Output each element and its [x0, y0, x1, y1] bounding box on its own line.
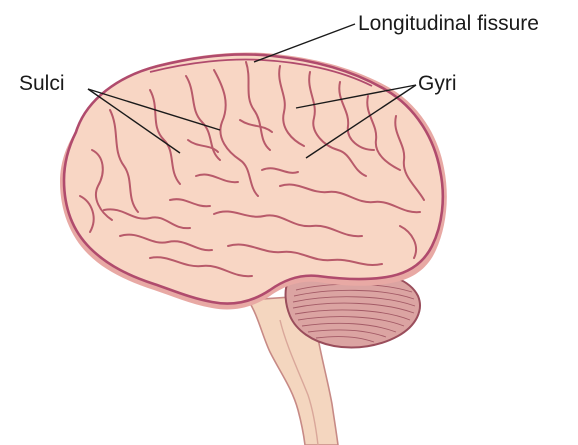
longitudinal-fissure-edge	[149, 58, 373, 87]
leader-line-gyri-2	[305, 84, 417, 159]
brainstem-groove	[279, 319, 319, 445]
leader-line-longitudinal	[253, 23, 356, 63]
label-gyri: Gyri	[418, 72, 457, 95]
label-sulci: Sulci	[19, 72, 65, 95]
label-longitudinal-fissure: Longitudinal fissure	[358, 12, 539, 35]
leader-lines	[87, 23, 417, 159]
leader-line-sulci-1	[87, 88, 181, 154]
leader-line-gyri-1	[295, 84, 417, 109]
cerebrum	[62, 53, 445, 305]
gyri-pattern	[79, 61, 425, 278]
leader-line-sulci-2	[87, 88, 221, 131]
